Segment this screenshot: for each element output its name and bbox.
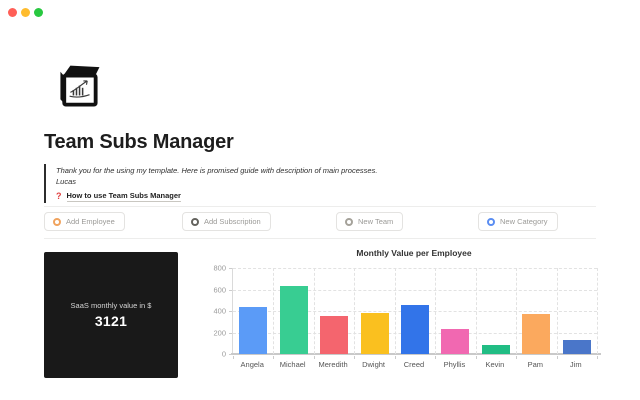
minimize-window-button[interactable] <box>21 8 30 17</box>
bar-creed <box>401 305 429 354</box>
divider-top <box>44 206 596 207</box>
x-axis-tick-mark <box>597 356 598 359</box>
x-axis-category-label: Phyllis <box>443 360 466 369</box>
kpi-card-value: 3121 <box>94 313 128 329</box>
x-axis-tick-mark <box>556 356 558 359</box>
y-axis-tick-mark <box>229 289 232 291</box>
action-column: New Team <box>336 212 478 231</box>
y-axis-tick-mark <box>229 354 232 355</box>
quote-text-line1: Thank you for the using my template. Her… <box>56 166 378 175</box>
page-icon-cube-chart-icon[interactable] <box>52 61 101 110</box>
close-window-button[interactable] <box>8 8 17 17</box>
new-team-label: New Team <box>358 217 394 226</box>
bar-jim <box>562 340 591 354</box>
x-axis-category-label: Pam <box>527 360 544 369</box>
bar-pam <box>522 314 551 354</box>
add-subscription-ring-icon <box>191 217 199 226</box>
x-axis-tick-mark <box>394 356 396 359</box>
x-axis-tick-mark <box>233 356 234 359</box>
x-gridline <box>475 268 477 354</box>
x-axis-category-label: Kevin <box>485 360 505 369</box>
add-employee-button[interactable]: Add Employee <box>44 212 125 231</box>
quote-text-line2: Lucas <box>56 177 77 186</box>
chart-plot <box>229 268 601 359</box>
bar-chart-monthly-value-per-employee: Monthly Value per Employee 0 200 400 600 800… <box>196 246 612 380</box>
y-axis-tick-label: 600 <box>213 285 226 294</box>
new-team-button[interactable]: New Team <box>336 212 404 231</box>
question-mark-icon: ? <box>56 191 62 201</box>
x-axis-category-label: Jim <box>569 360 582 369</box>
divider-bottom <box>44 238 596 239</box>
bar-michael <box>279 286 308 354</box>
action-column: New Category <box>478 212 596 231</box>
bar-meredith <box>320 316 349 354</box>
y-axis-tick-label: 800 <box>213 263 226 273</box>
intro-quote-block: Thank you for the using my template. Her… <box>44 164 576 203</box>
x-axis-tick-mark <box>354 356 356 359</box>
new-category-ring-icon <box>487 217 495 226</box>
chart-x-axis-line <box>231 353 601 355</box>
add-employee-ring-icon <box>53 217 61 226</box>
bar-angela <box>239 306 268 354</box>
y-gridline <box>233 289 597 291</box>
window-controls <box>8 8 43 17</box>
x-gridline <box>394 268 396 354</box>
x-axis-category-label: Michael <box>279 360 306 369</box>
x-axis-category-label: Angela <box>240 360 264 369</box>
action-buttons-row: Add Employee Add Subscription New Team N… <box>44 212 596 231</box>
new-category-button[interactable]: New Category <box>478 212 558 231</box>
x-axis-category-label: Meredith <box>318 360 348 369</box>
action-column: Add Employee <box>44 212 182 231</box>
y-axis-tick-label: 400 <box>213 306 226 316</box>
zoom-window-button[interactable] <box>34 8 43 17</box>
x-gridline <box>273 268 275 354</box>
y-axis-tick-mark <box>229 268 232 269</box>
new-team-ring-icon <box>345 217 353 226</box>
x-gridline <box>435 268 437 354</box>
x-gridline <box>354 268 356 354</box>
x-axis-tick-mark <box>313 356 315 359</box>
x-gridline <box>313 268 315 354</box>
y-gridline <box>233 268 597 269</box>
add-subscription-button[interactable]: Add Subscription <box>182 212 271 231</box>
y-axis-tick-mark <box>229 332 232 334</box>
bar-kevin <box>481 345 510 354</box>
guide-page-link-row: ? How to use Team Subs Manager <box>56 191 576 202</box>
x-axis-category-label: Dwight <box>362 360 386 369</box>
y-axis-tick-mark <box>229 311 232 312</box>
x-axis-tick-mark <box>516 356 518 359</box>
x-gridline <box>556 268 558 354</box>
y-axis-tick-label: 200 <box>213 328 226 337</box>
x-axis-tick-mark <box>273 356 275 359</box>
x-gridline <box>597 268 598 354</box>
bar-phyllis <box>441 329 470 354</box>
y-axis-tick-label: 0 <box>221 349 226 359</box>
kpi-card-saas-monthly-value: SaaS monthly value in $ 3121 <box>44 252 178 378</box>
kpi-card-label: SaaS monthly value in $ <box>70 301 152 310</box>
chart-title: Monthly Value per Employee <box>356 248 472 258</box>
new-category-label: New Category <box>500 217 548 226</box>
x-axis-tick-mark <box>475 356 477 359</box>
page-title: Team Subs Manager <box>44 131 234 153</box>
x-gridline <box>516 268 518 354</box>
x-axis-tick-mark <box>435 356 437 359</box>
x-axis-category-label: Creed <box>403 360 425 369</box>
add-employee-label: Add Employee <box>66 217 115 226</box>
bar-dwight <box>360 313 389 354</box>
guide-page-link[interactable]: How to use Team Subs Manager <box>66 191 181 202</box>
action-column: Add Subscription <box>182 212 336 231</box>
add-subscription-label: Add Subscription <box>204 217 261 226</box>
